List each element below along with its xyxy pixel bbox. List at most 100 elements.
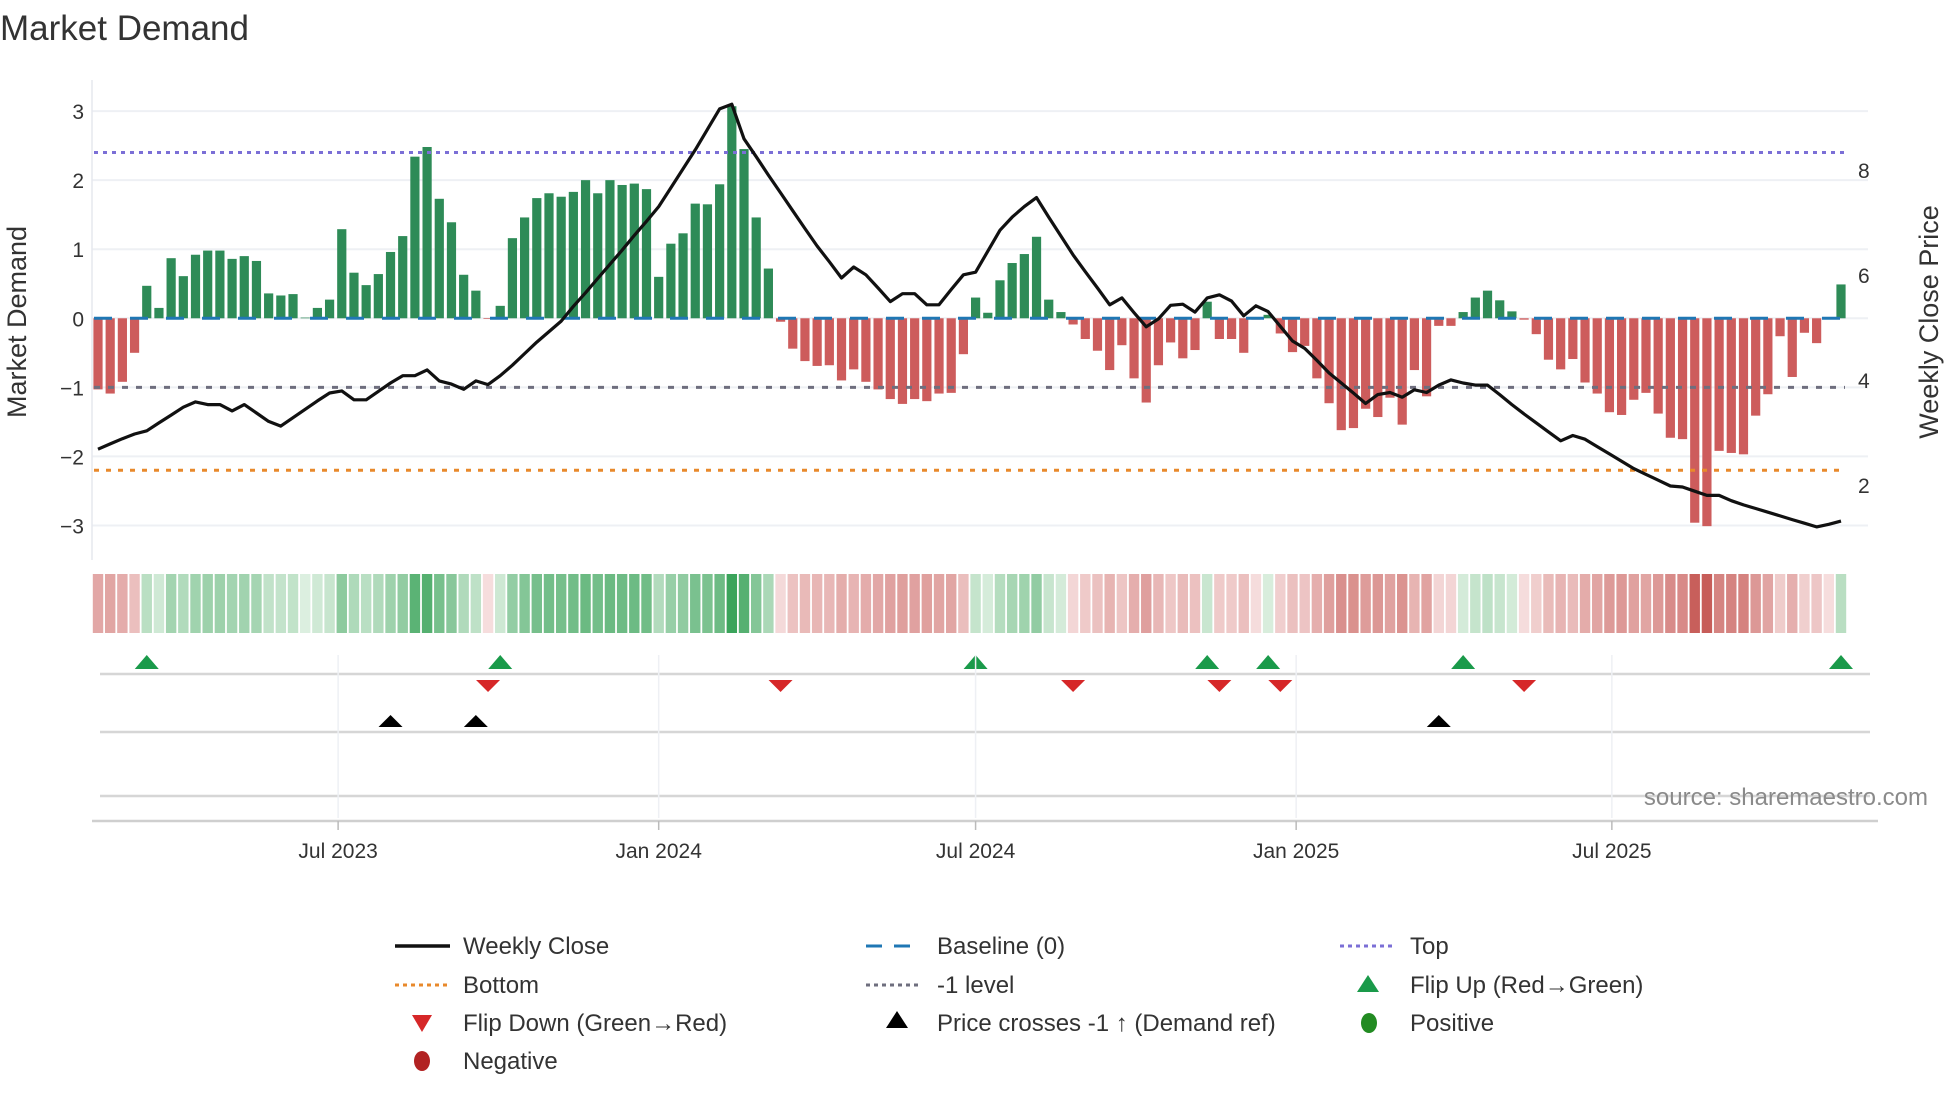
legend-positive-label[interactable]: Positive (1410, 1010, 1494, 1037)
demand-bar (1080, 318, 1090, 339)
demand-bar (1604, 318, 1615, 413)
y2-axis-title: Weekly Close Price (1914, 205, 1944, 439)
demand-bar (349, 272, 359, 319)
heatmap-cell (507, 574, 518, 633)
heatmap-cell (1604, 574, 1615, 633)
heatmap-cell (1652, 574, 1664, 633)
heatmap-cell (275, 574, 287, 633)
heatmap-cell (446, 574, 457, 633)
demand-bar (446, 222, 457, 319)
heatmap-cell (214, 574, 226, 633)
demand-bar (1543, 318, 1554, 360)
y-tick-label: 0 (72, 308, 84, 331)
demand-bar (1763, 318, 1773, 395)
heatmap-cell (1531, 574, 1542, 633)
demand-bar (117, 318, 127, 382)
heatmap-cell (555, 574, 567, 633)
legend-baseline-label[interactable]: Baseline (0) (937, 933, 1065, 960)
demand-bar (995, 280, 1005, 319)
demand-bar (1421, 318, 1432, 397)
demand-bar (812, 318, 822, 366)
demand-bar (1409, 318, 1419, 371)
heatmap-cell (1823, 574, 1835, 633)
heatmap-cell (1055, 574, 1067, 633)
demand-bar (1592, 318, 1602, 394)
demand-bar (507, 238, 518, 319)
flip-up-marker (1829, 655, 1853, 669)
heatmap-cell (1616, 574, 1627, 633)
heatmap-cell (1336, 574, 1347, 633)
heatmap-cell (1762, 574, 1774, 633)
legend-flip-up-label[interactable]: Flip Up (Red→Green) (1410, 972, 1643, 999)
heatmap-cell (1226, 574, 1237, 633)
demand-bar (251, 260, 262, 319)
demand-bar (678, 233, 688, 319)
demand-bar (1787, 318, 1797, 377)
heatmap-cell (1665, 574, 1676, 633)
demand-bar (154, 307, 164, 319)
heatmap-cell (702, 574, 713, 633)
y-tick-label: −1 (60, 377, 84, 400)
legend-price-cross-label[interactable]: Price crosses -1 ↑ (Demand ref) (937, 1010, 1276, 1037)
demand-bar (1300, 318, 1310, 346)
demand-bar (1044, 299, 1054, 319)
heatmap-cell (604, 574, 616, 633)
heatmap-cell (616, 574, 628, 633)
legend-flip-up-icon (1357, 975, 1379, 992)
demand-bar (203, 250, 213, 319)
heatmap-cell (470, 574, 482, 633)
heatmap-cell (373, 574, 384, 633)
heatmap-cell (690, 574, 701, 633)
legend-weekly-close-label[interactable]: Weekly Close (463, 933, 609, 960)
demand-bar (422, 146, 432, 319)
demand-bar (861, 318, 871, 382)
flip-up-marker (134, 655, 159, 669)
y-tick-label: 1 (72, 239, 84, 262)
demand-bar (1531, 318, 1541, 335)
heatmap-cell (1092, 574, 1103, 633)
heatmap-cell (1067, 574, 1079, 633)
demand-bar (483, 318, 493, 319)
heatmap-cell (1567, 574, 1579, 633)
heatmap-cell (287, 574, 299, 633)
demand-bar (1690, 318, 1700, 523)
demand-bars (93, 106, 1846, 527)
heatmap-cell (1043, 574, 1054, 633)
demand-bar (1031, 236, 1042, 319)
heatmap-cell (458, 574, 469, 633)
demand-bar (520, 217, 530, 319)
demand-bar (1056, 312, 1066, 319)
legend-flip-down-label[interactable]: Flip Down (Green→Red) (463, 1010, 727, 1037)
heatmap-cell (1165, 574, 1176, 633)
heatmap-cell (434, 574, 445, 633)
demand-bar (715, 184, 725, 319)
legend-top-label[interactable]: Top (1410, 933, 1449, 960)
y-axis-title: Market Demand (2, 226, 32, 418)
demand-bar (1105, 318, 1115, 371)
heatmap-cell (117, 574, 128, 633)
demand-bar (1556, 318, 1566, 370)
heatmap-cell (495, 574, 506, 633)
legend-minus-one-label[interactable]: -1 level (937, 972, 1014, 999)
legend-negative-label[interactable]: Negative (463, 1048, 558, 1075)
y-tick-label: −3 (60, 515, 84, 538)
demand-bar (1141, 318, 1151, 403)
demand-bar (288, 294, 298, 319)
heatmap-cell (1518, 574, 1530, 633)
demand-bar (958, 318, 969, 355)
demand-bar (1519, 318, 1529, 320)
demand-bar (1092, 318, 1103, 351)
heatmap-cell (970, 574, 981, 633)
demand-bar (897, 318, 908, 404)
y2-tick-label: 2 (1858, 475, 1870, 498)
heatmap-cell (665, 574, 677, 633)
heatmap-cell (1128, 574, 1140, 633)
demand-bar (1202, 301, 1212, 319)
heatmap-cell (239, 574, 250, 633)
legend-bottom-label[interactable]: Bottom (463, 972, 539, 999)
demand-bar (666, 243, 676, 319)
heatmap-cell (153, 574, 165, 633)
demand-bar (775, 318, 786, 322)
heatmap-cell (178, 574, 189, 633)
